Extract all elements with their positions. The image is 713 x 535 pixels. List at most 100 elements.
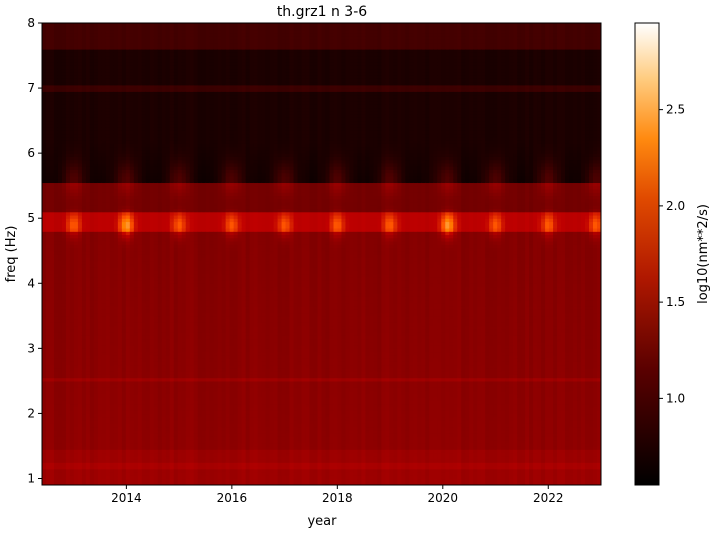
heatmap-cell <box>93 465 99 470</box>
heatmap-cell <box>125 88 131 92</box>
heatmap-cell <box>145 257 151 262</box>
heatmap-cell <box>49 351 55 356</box>
heatmap-cell <box>45 432 51 437</box>
heatmap-cell <box>49 319 55 323</box>
heatmap-cell <box>141 358 147 362</box>
heatmap-cell <box>153 270 159 275</box>
heatmap-cell <box>133 276 139 281</box>
heatmap-cell <box>105 195 111 200</box>
heatmap-cell <box>65 296 71 301</box>
heatmap-cell <box>45 88 51 92</box>
heatmap-cell <box>97 289 103 294</box>
heatmap-cell <box>49 169 55 174</box>
heatmap-cell <box>65 185 71 190</box>
heatmap-cell <box>93 240 99 245</box>
heatmap-cell <box>57 91 63 96</box>
heatmap-cell <box>97 322 103 327</box>
heatmap-cell <box>69 36 75 40</box>
heatmap-cell <box>157 468 163 473</box>
heatmap-cell <box>101 143 107 148</box>
heatmap-cell <box>85 338 91 343</box>
heatmap-cell <box>153 29 159 34</box>
heatmap-cell <box>117 442 123 447</box>
heatmap-cell <box>77 45 83 50</box>
heatmap-cell <box>149 75 155 79</box>
heatmap-cell <box>153 149 159 154</box>
heatmap-cell <box>69 309 75 314</box>
heatmap-cell <box>81 166 87 170</box>
heatmap-cell <box>77 172 83 177</box>
heatmap-cell <box>105 322 111 327</box>
heatmap-cell <box>113 45 119 50</box>
heatmap-cell <box>137 286 143 291</box>
heatmap-cell <box>69 267 75 271</box>
heatmap-cell <box>49 374 55 379</box>
heatmap-cell <box>81 195 87 200</box>
heatmap-cell <box>153 471 159 476</box>
heatmap-cell <box>77 257 83 262</box>
heatmap-cell <box>121 192 127 197</box>
heatmap-cell <box>101 23 107 27</box>
heatmap-cell <box>57 354 63 359</box>
heatmap-cell <box>45 195 51 200</box>
heatmap-cell <box>105 140 111 144</box>
heatmap-cell <box>45 172 51 177</box>
heatmap-cell <box>81 276 87 281</box>
heatmap-cell <box>117 416 123 421</box>
heatmap-cell <box>65 208 71 213</box>
heatmap-cell <box>73 81 79 86</box>
heatmap-cell <box>101 423 107 428</box>
heatmap-cell <box>113 29 119 34</box>
heatmap-cell <box>69 325 75 330</box>
heatmap-cell <box>117 293 123 297</box>
heatmap-cell <box>85 169 91 174</box>
heatmap-cell <box>97 94 103 99</box>
heatmap-cell <box>153 55 159 60</box>
heatmap-cell <box>113 68 119 73</box>
heatmap-cell <box>149 120 155 125</box>
heatmap-cell <box>153 400 159 405</box>
heatmap-cell <box>113 153 119 157</box>
heatmap-cell <box>42 384 47 388</box>
heatmap-cell <box>153 153 159 157</box>
heatmap-cell <box>49 211 55 216</box>
heatmap-cell <box>133 23 139 27</box>
heatmap-cell <box>45 26 51 31</box>
heatmap-cell <box>89 478 95 483</box>
heatmap-cell <box>73 140 79 144</box>
heatmap-cell <box>49 227 55 232</box>
heatmap-cell <box>65 257 71 262</box>
heatmap-cell <box>81 101 87 105</box>
heatmap-cell <box>85 107 91 112</box>
heatmap-cell <box>49 91 55 96</box>
heatmap-cell <box>113 192 119 197</box>
heatmap-cell <box>133 162 139 167</box>
heatmap-cell <box>133 65 139 70</box>
heatmap-cell <box>109 354 115 359</box>
heatmap-cell <box>153 267 159 271</box>
heatmap-cell <box>153 237 159 242</box>
heatmap-cell <box>137 280 143 284</box>
heatmap-cell <box>133 221 139 226</box>
heatmap-cell <box>57 172 63 177</box>
heatmap-cell <box>117 260 123 265</box>
heatmap-cell <box>77 462 83 467</box>
heatmap-cell <box>101 286 107 291</box>
heatmap-cell <box>69 481 75 485</box>
heatmap-cell <box>109 101 115 105</box>
heatmap-cell <box>101 136 107 141</box>
heatmap-cell <box>57 393 63 398</box>
heatmap-cell <box>129 338 135 343</box>
heatmap-cell <box>101 58 107 63</box>
heatmap-cell <box>53 117 59 122</box>
heatmap-cell <box>113 283 119 288</box>
heatmap-cell <box>97 432 103 437</box>
heatmap-cell <box>49 237 55 242</box>
heatmap-cell <box>105 32 111 37</box>
heatmap-cell <box>42 231 47 236</box>
heatmap-cell <box>153 462 159 467</box>
heatmap-cell <box>137 296 143 301</box>
heatmap-cell <box>101 475 107 480</box>
heatmap-cell <box>129 159 135 164</box>
heatmap-cell <box>53 419 59 424</box>
